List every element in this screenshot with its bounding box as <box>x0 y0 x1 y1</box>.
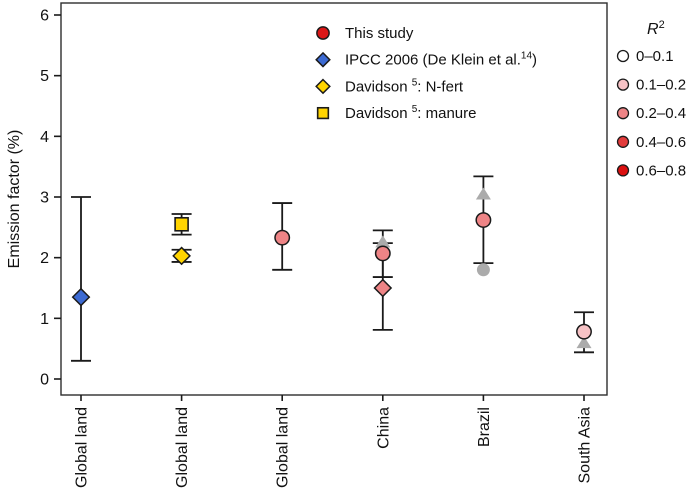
x-tick-label: China <box>375 407 392 449</box>
data-point-circle <box>316 26 330 40</box>
r2-legend-label: 0.4–0.6 <box>636 134 686 151</box>
y-tick-label: 5 <box>40 68 49 85</box>
data-point-diamond <box>315 51 331 68</box>
data-point-square <box>316 106 330 120</box>
series-legend: This study IPCC 2006 (De Klein et al.14)… <box>315 25 537 122</box>
data-point-triangle <box>475 187 491 200</box>
data-point-triangle <box>375 235 391 248</box>
x-tick-label: Global land <box>174 407 191 488</box>
x-tick-label: Global land <box>74 407 91 488</box>
r2-legend-label: 0.6–0.8 <box>636 162 686 179</box>
legend-label: Davidson 5: manure <box>345 104 476 122</box>
data-point-circle <box>274 229 291 246</box>
y-tick-label: 4 <box>40 129 49 146</box>
data-point-triangle <box>576 336 592 349</box>
axes: 0 1 2 3 4 5 6 Global land Global land Global land… <box>40 7 593 487</box>
data-point-circle <box>475 212 492 229</box>
r2-legend-swatch <box>616 135 630 148</box>
r2-legend-swatch <box>616 78 630 91</box>
legend-label: IPCC 2006 (De Klein et al.14) <box>345 51 537 69</box>
legend-label: Davidson 5: N-fert <box>345 77 464 95</box>
y-tick-label: 6 <box>40 7 49 24</box>
x-tick-label: South Asia <box>577 407 594 484</box>
legend-label: This study <box>345 25 414 42</box>
data-point-circle <box>576 323 592 340</box>
data-point-circle <box>476 263 490 277</box>
r2-legend-swatch <box>616 164 630 177</box>
r2-legend-title: R2 <box>647 19 665 38</box>
r2-legend-label: 0.2–0.4 <box>636 105 686 122</box>
r2-legend-label: 0.1–0.2 <box>636 77 686 94</box>
r2-legend: R2 0–0.1 0.1–0.2 0.2–0.4 0.4–0.6 0.6–0.8 <box>616 19 686 179</box>
r2-legend-label: 0–0.1 <box>636 48 674 65</box>
data-points <box>71 187 592 349</box>
data-point-diamond <box>71 287 91 307</box>
x-tick-label: Brazil <box>476 407 493 447</box>
y-tick-label: 1 <box>40 311 49 328</box>
y-axis-label: Emission factor (%) <box>6 130 23 269</box>
r2-legend-swatch <box>616 107 630 120</box>
data-point-diamond <box>315 78 331 95</box>
x-tick-label: Global land <box>275 407 292 488</box>
r2-legend-swatch <box>616 49 630 63</box>
data-point-diamond <box>172 246 191 266</box>
data-point-diamond <box>373 278 393 298</box>
data-point-square <box>174 216 189 232</box>
plot-border <box>60 2 608 396</box>
y-tick-label: 3 <box>40 189 49 206</box>
data-point-circle <box>374 245 391 262</box>
y-tick-label: 2 <box>40 250 49 267</box>
y-tick-label: 0 <box>40 372 49 389</box>
